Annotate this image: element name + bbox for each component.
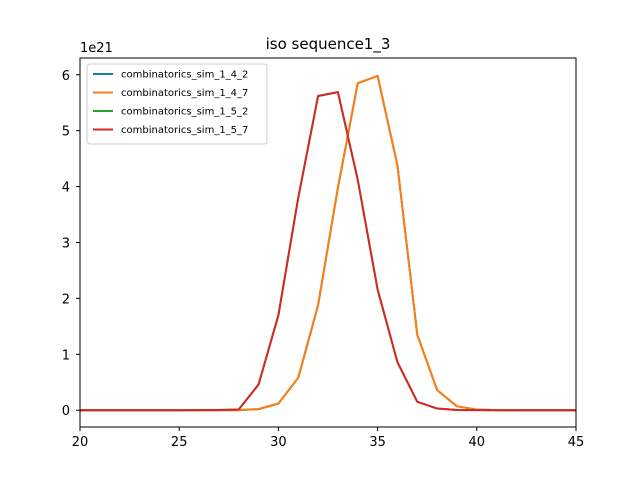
legend-label: combinatorics_sim_1_5_2 — [121, 107, 248, 118]
legend-label: combinatorics_sim_1_4_2 — [121, 70, 248, 81]
x-tick-label: 45 — [568, 435, 585, 450]
legend-label: combinatorics_sim_1_4_7 — [121, 88, 248, 99]
legend-box — [86, 63, 268, 145]
legend-label: combinatorics_sim_1_5_7 — [121, 125, 248, 136]
y-tick-label: 0 — [62, 404, 70, 419]
x-tick-label: 30 — [270, 435, 287, 450]
x-tick-label: 25 — [171, 435, 188, 450]
y-tick-label: 4 — [62, 181, 70, 196]
y-tick-label: 6 — [62, 69, 70, 84]
y-tick-label: 3 — [62, 237, 70, 252]
chart-title: iso sequence1_3 — [266, 35, 391, 54]
x-tick-label: 40 — [469, 435, 486, 450]
y-tick-label: 2 — [62, 292, 70, 307]
plot-area — [80, 74, 576, 412]
x-tick-label: 35 — [369, 435, 386, 450]
y-tick-label: 5 — [62, 125, 70, 140]
series-line-4 — [80, 91, 576, 412]
x-tick-label: 20 — [72, 435, 89, 450]
legend: combinatorics_sim_1_4_2 combinatorics_sim… — [86, 63, 268, 145]
y-tick-label: 1 — [62, 348, 70, 363]
y-offset-text: 1e21 — [80, 41, 113, 56]
